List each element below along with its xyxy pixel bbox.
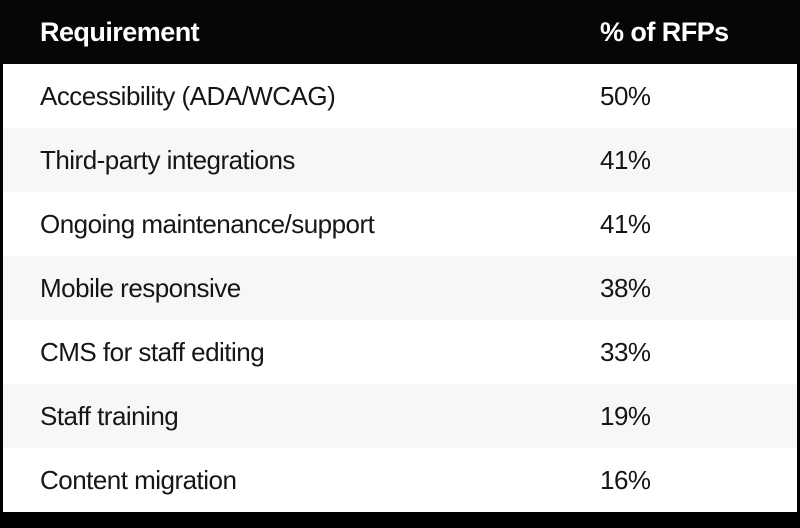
cell-requirement: Third-party integrations xyxy=(40,144,295,175)
cell-pct: 50% xyxy=(600,80,651,111)
table-row: Mobile responsive 38% xyxy=(3,256,797,320)
cell-pct: 38% xyxy=(600,272,651,303)
cell-pct: 41% xyxy=(600,144,651,175)
table-row: Staff training 19% xyxy=(3,384,797,448)
table-row: Accessibility (ADA/WCAG) 50% xyxy=(3,64,797,128)
cell-requirement: CMS for staff editing xyxy=(40,336,265,367)
cell-pct: 41% xyxy=(600,208,651,239)
column-header-requirement: Requirement xyxy=(40,16,200,47)
column-header-pct: % of RFPs xyxy=(600,16,729,47)
cell-requirement: Staff training xyxy=(40,400,179,431)
cell-pct: 16% xyxy=(600,464,651,495)
table-row: Content migration 16% xyxy=(3,448,797,512)
cell-requirement: Mobile responsive xyxy=(40,272,241,303)
table-body: Accessibility (ADA/WCAG) 50% Third-party… xyxy=(3,64,797,512)
cell-pct: 19% xyxy=(600,400,651,431)
cell-pct: 33% xyxy=(600,336,651,367)
cell-requirement: Ongoing maintenance/support xyxy=(40,208,375,239)
table-row: CMS for staff editing 33% xyxy=(3,320,797,384)
table-row: Ongoing maintenance/support 41% xyxy=(3,192,797,256)
table-row: Third-party integrations 41% xyxy=(3,128,797,192)
table-header-row: Requirement % of RFPs xyxy=(0,0,800,64)
cell-requirement: Content migration xyxy=(40,464,237,495)
cell-requirement: Accessibility (ADA/WCAG) xyxy=(40,80,336,111)
